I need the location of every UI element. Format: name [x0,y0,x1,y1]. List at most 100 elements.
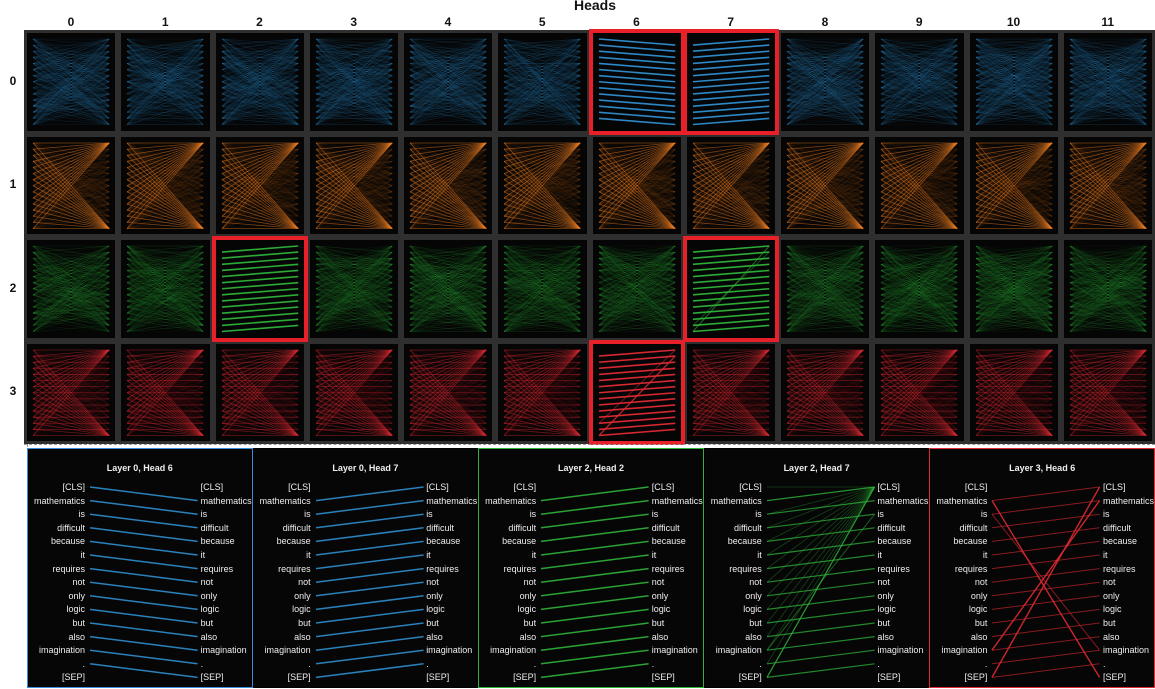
attention-cell-l2-h11 [1064,240,1152,338]
attention-cell-l2-h2 [216,240,304,338]
token-right: [SEP] [201,671,224,683]
token-right: but [426,617,439,629]
attention-cell-l2-h7 [687,240,775,338]
attention-cell-l3-h6 [593,344,681,442]
token-left: only [294,590,311,602]
token-right: it [201,549,206,561]
token-left: is [304,508,311,520]
token-left: not [72,576,85,588]
attention-cell-l2-h8 [781,240,869,338]
layer-label-0: 0 [4,74,22,88]
token-left: but [975,617,988,629]
token-left: logic [66,603,85,615]
token-right: requires [877,563,910,575]
token-left: because [51,535,85,547]
head-label-8: 8 [778,15,872,29]
token-right: is [1103,508,1110,520]
token-left: requires [52,563,85,575]
token-right: but [877,617,890,629]
token-right: [CLS] [201,481,224,493]
token-right: mathematics [201,495,252,507]
attention-cell-l2-h6 [593,240,681,338]
token-right: . [426,658,429,670]
attention-cell-l2-h4 [404,240,492,338]
token-right: also [1103,631,1120,643]
token-left: requires [504,563,537,575]
attention-cell-l1-h5 [498,137,586,235]
token-right: [SEP] [652,671,675,683]
layer-label-2: 2 [4,281,22,295]
attention-grid [24,30,1155,444]
attention-cell-l0-h7 [687,33,775,131]
token-right: requires [201,563,234,575]
token-left: [CLS] [514,481,537,493]
token-right: only [877,590,894,602]
token-right: is [652,508,659,520]
token-left: . [759,658,762,670]
token-right: requires [426,563,459,575]
token-right: not [426,576,439,588]
token-right: it [877,549,882,561]
attention-cell-l3-h7 [687,344,775,442]
attention-cell-l3-h0 [27,344,115,442]
token-right: [SEP] [1103,671,1126,683]
token-right: logic [877,603,896,615]
token-right: [CLS] [1103,481,1126,493]
attention-cell-l3-h9 [875,344,963,442]
token-right: requires [652,563,685,575]
head-label-10: 10 [967,15,1061,29]
token-left: [SEP] [288,671,311,683]
token-left: [CLS] [965,481,988,493]
token-left: . [985,658,988,670]
attention-cell-l1-h1 [121,137,209,235]
attention-cell-l3-h4 [404,344,492,442]
attention-cell-l2-h9 [875,240,963,338]
token-right: imagination [652,644,698,656]
token-left: it [532,549,537,561]
token-right: [CLS] [652,481,675,493]
token-right: logic [1103,603,1122,615]
attention-cell-l0-h11 [1064,33,1152,131]
attention-cell-l1-h9 [875,137,963,235]
token-left: difficult [508,522,536,534]
head-label-7: 7 [684,15,778,29]
token-left: mathematics [936,495,987,507]
token-left: also [971,631,988,643]
token-right: logic [201,603,220,615]
token-right: because [877,535,911,547]
token-left: logic [292,603,311,615]
divider [24,444,1155,445]
token-right: mathematics [426,495,477,507]
token-right: difficult [652,522,680,534]
token-right: difficult [1103,522,1131,534]
token-left: only [971,590,988,602]
token-left: but [524,617,537,629]
attention-cell-l1-h10 [970,137,1058,235]
head-label-0: 0 [24,15,118,29]
token-right: [SEP] [426,671,449,683]
attention-cell-l0-h5 [498,33,586,131]
token-left: [CLS] [288,481,311,493]
token-left: it [306,549,311,561]
token-left: is [530,508,537,520]
token-right: imagination [1103,644,1149,656]
attention-cell-l0-h3 [310,33,398,131]
head-label-11: 11 [1061,15,1155,29]
token-left: is [755,508,762,520]
token-left: also [294,631,311,643]
attention-cell-l3-h8 [781,344,869,442]
token-left: only [520,590,537,602]
token-right: it [426,549,431,561]
token-left: logic [743,603,762,615]
token-left: because [502,535,536,547]
token-left: requires [278,563,311,575]
token-right: mathematics [1103,495,1154,507]
token-right: difficult [877,522,905,534]
attention-cell-l1-h11 [1064,137,1152,235]
token-left: mathematics [711,495,762,507]
